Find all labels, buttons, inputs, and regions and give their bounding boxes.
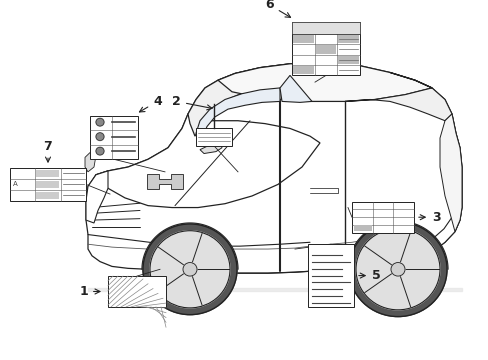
Polygon shape — [147, 174, 183, 189]
Circle shape — [142, 224, 237, 315]
Polygon shape — [280, 75, 311, 102]
Bar — [291, 22, 359, 34]
Circle shape — [96, 133, 104, 140]
Text: 5: 5 — [358, 269, 380, 282]
Bar — [90, 116, 138, 159]
Polygon shape — [374, 114, 461, 271]
Polygon shape — [218, 63, 431, 102]
Circle shape — [96, 147, 104, 155]
Bar — [196, 129, 231, 146]
Circle shape — [150, 231, 229, 308]
Polygon shape — [86, 63, 461, 273]
Circle shape — [355, 229, 439, 310]
Polygon shape — [187, 64, 289, 136]
Bar — [307, 244, 353, 307]
Bar — [291, 22, 359, 75]
Polygon shape — [88, 114, 319, 208]
Polygon shape — [85, 153, 96, 172]
Bar — [36, 170, 59, 177]
Text: 6: 6 — [265, 0, 290, 17]
Bar — [36, 181, 59, 188]
Circle shape — [96, 118, 104, 126]
Bar — [351, 202, 413, 233]
Bar — [353, 225, 371, 231]
Text: A: A — [13, 181, 18, 188]
Text: 7: 7 — [43, 140, 52, 162]
Bar — [10, 168, 86, 201]
Text: 1: 1 — [79, 285, 100, 298]
Bar — [36, 192, 59, 199]
Text: 2: 2 — [172, 95, 212, 110]
Polygon shape — [86, 171, 108, 223]
Bar — [338, 35, 358, 43]
Bar — [338, 55, 358, 64]
Polygon shape — [345, 72, 451, 121]
Text: 3: 3 — [418, 211, 440, 224]
Bar — [292, 35, 313, 43]
Text: 4: 4 — [139, 95, 162, 112]
Polygon shape — [439, 114, 461, 232]
Circle shape — [183, 262, 197, 276]
Circle shape — [348, 222, 446, 316]
Bar — [292, 66, 313, 75]
Polygon shape — [200, 142, 222, 153]
Bar — [315, 45, 336, 54]
Bar — [108, 276, 165, 307]
Circle shape — [390, 262, 404, 276]
Polygon shape — [196, 88, 280, 136]
